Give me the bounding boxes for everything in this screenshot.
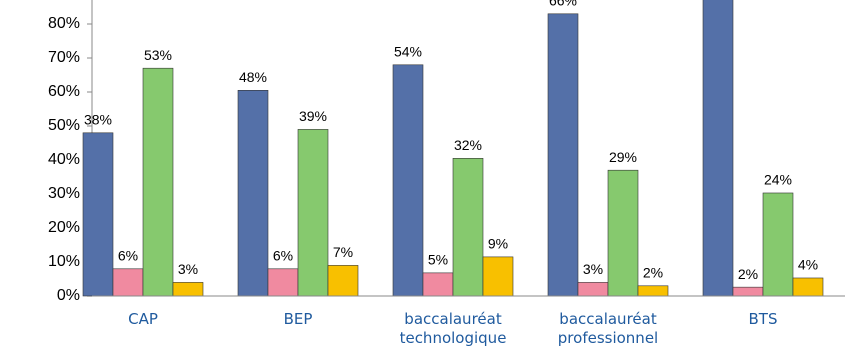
bar [112,268,144,297]
y-tick-label: 60% [48,83,80,100]
bar [392,64,424,297]
bar [792,277,824,297]
bar [142,67,174,297]
value-label: 54% [394,44,422,60]
value-label: 2% [738,266,758,282]
y-tick-label: 20% [48,219,80,236]
y-tick-label: 10% [48,253,80,270]
bar [577,282,609,297]
bar [547,13,579,297]
value-label: 5% [428,252,448,268]
y-tick-label: 0% [57,287,80,304]
bar [422,272,454,297]
bar [297,129,329,297]
value-label: 7% [333,244,353,260]
x-tick-label: baccalauréat professionnel [557,310,659,347]
x-tick-label: baccalauréat technologique [399,310,507,347]
bar [482,256,514,297]
value-label: 4% [798,257,818,273]
bar [702,0,734,297]
value-label: 2% [643,265,663,281]
value-label: 9% [488,236,508,252]
y-tick-label: 80% [48,15,80,32]
bar [267,268,299,297]
bar [452,158,484,297]
value-label: 29% [609,149,637,165]
bar [607,169,639,297]
value-label: 38% [84,112,112,128]
value-label: 3% [583,261,603,277]
value-label: 3% [178,261,198,277]
x-tick-label: BTS [748,310,778,328]
bar [172,282,204,297]
value-label: 32% [454,137,482,153]
y-tick-label: 30% [48,185,80,202]
value-label: 24% [764,172,792,188]
bar [732,286,764,297]
bar [327,265,359,297]
y-tick-label: 40% [48,151,80,168]
y-tick-label: 70% [48,49,80,66]
bar [637,285,669,297]
y-tick-label: 50% [48,117,80,134]
value-label: 53% [144,47,172,63]
x-tick-label: CAP [128,310,158,328]
value-label: 48% [239,69,267,85]
bar [237,90,269,297]
value-label: 66% [549,0,577,9]
x-tick-label: BEP [283,310,313,328]
bar [82,132,114,297]
value-label: 6% [273,248,293,264]
bar [762,192,794,297]
value-label: 39% [299,108,327,124]
value-label: 6% [118,248,138,264]
